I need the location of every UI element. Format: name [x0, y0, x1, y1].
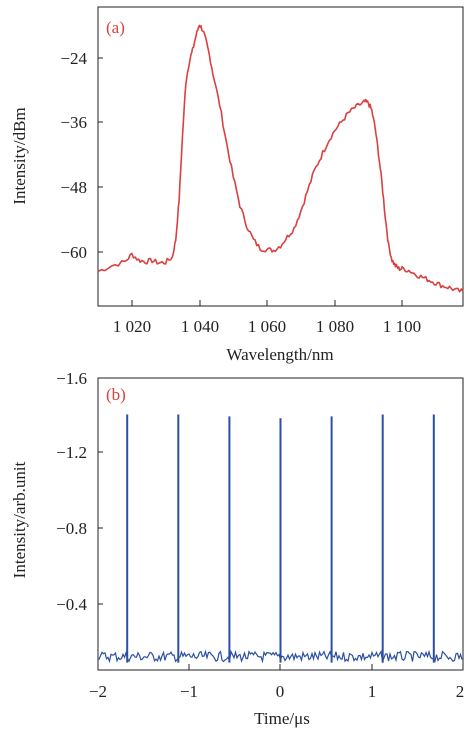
panel-b-xlabel: Time/μs [254, 709, 310, 728]
panel-a-xtick-label: 1 100 [383, 317, 421, 336]
panel-a-xtick-label: 1 040 [181, 317, 219, 336]
panel-a-ylabel: Intensity/dBm [10, 107, 29, 204]
panel-b-xtick-label: 0 [276, 682, 285, 701]
panel-b-xticks [97, 664, 464, 670]
panel-b-ytick-label: −1.6 [56, 369, 87, 388]
panel-a-label: (a) [106, 18, 125, 37]
panel-b-ytick-label: −1.2 [56, 443, 87, 462]
panel-a-ytick-labels: −24 −36 −48 −60 [60, 49, 87, 262]
panel-b-label: (b) [106, 385, 126, 404]
panel-a-xtick-label: 1 080 [316, 317, 354, 336]
panel-a-ytick-label: −24 [60, 49, 87, 68]
panel-a-xticks [131, 300, 403, 306]
panel-a-xlabel: Wavelength/nm [226, 345, 333, 364]
panel-a-frame [97, 6, 464, 307]
panel-b-ytick-labels: −1.6 −1.2 −0.8 −0.4 [56, 369, 87, 614]
panel-a-xtick-labels: 1 020 1 040 1 060 1 080 1 100 [113, 317, 421, 336]
panel-b-ytick-label: −0.8 [56, 519, 87, 538]
panel-a-xtick-label: 1 020 [113, 317, 151, 336]
panel-b-ylabel: Intensity/arb.unit [10, 461, 29, 578]
panel-b-ytick-label: −0.4 [56, 595, 87, 614]
panel-b-pulses [126, 414, 435, 663]
panel-b-xtick-label: −2 [89, 682, 107, 701]
panel-a: (a) −24 −36 −48 −60 1 020 1 040 1 060 1 … [10, 6, 464, 364]
panel-a-spectrum-line [97, 24, 464, 293]
panel-a-ytick-label: −36 [60, 113, 87, 132]
panel-a-xtick-label: 1 060 [248, 317, 286, 336]
panel-b-xtick-label: 2 [456, 682, 465, 701]
panel-a-ytick-label: −48 [60, 178, 87, 197]
panel-b: (b) −1.6 −1.2 −0.8 −0.4 −2 −1 0 1 2 Tim [10, 369, 464, 728]
panel-b-xtick-label: 1 [368, 682, 377, 701]
panel-a-ytick-label: −60 [60, 243, 87, 262]
panel-b-yticks [98, 377, 103, 605]
panel-b-xtick-label: −1 [180, 682, 198, 701]
panel-b-xtick-labels: −2 −1 0 1 2 [89, 682, 464, 701]
panel-a-yticks [98, 57, 103, 253]
